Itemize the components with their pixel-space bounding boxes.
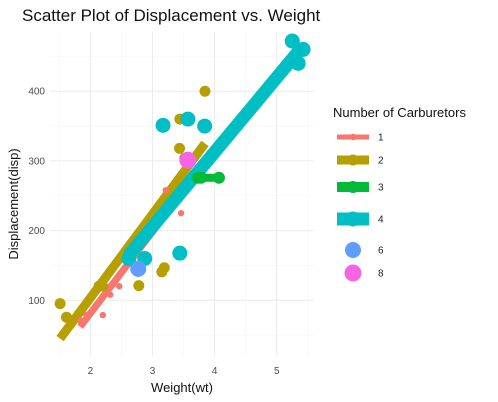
legend-key-point-1 — [349, 133, 357, 141]
x-tick-label: 4 — [212, 366, 218, 377]
y-axis-title: Displacement(disp) — [6, 148, 21, 259]
point-carb-4 — [121, 250, 137, 266]
fit-line-carb-4 — [123, 41, 309, 260]
point-carb-3 — [212, 171, 225, 184]
y-tick-label: 100 — [28, 296, 45, 307]
x-tick-label: 5 — [274, 366, 280, 377]
legend-key-point-4 — [345, 211, 361, 227]
legend-label-6: 6 — [378, 246, 384, 257]
point-carb-4 — [284, 33, 300, 49]
x-tick-label: 3 — [150, 366, 156, 377]
legend-label-3: 3 — [378, 183, 384, 194]
point-carb-2 — [156, 266, 168, 278]
point-carb-1 — [107, 291, 114, 298]
fit-lines — [56, 41, 309, 342]
point-carb-4 — [290, 55, 306, 71]
x-axis-title: Weight(wt) — [151, 380, 213, 395]
data-points — [54, 33, 311, 324]
point-carb-8 — [179, 151, 197, 169]
point-carb-4 — [197, 118, 213, 134]
point-carb-1 — [76, 317, 84, 324]
y-tick-label: 200 — [28, 226, 45, 237]
y-tick-label: 300 — [28, 156, 45, 167]
legend-key-point-6 — [345, 242, 361, 258]
legend-label-2: 2 — [378, 156, 384, 167]
legend-key-point-2 — [347, 154, 359, 166]
point-carb-2 — [133, 280, 145, 292]
point-carb-1 — [177, 209, 185, 217]
tick-labels: 2 3 4 5 100 200 300 400 — [28, 87, 280, 377]
point-carb-1 — [162, 186, 170, 194]
legend-label-8: 8 — [378, 269, 384, 280]
point-carb-2 — [54, 298, 66, 310]
y-tick-label: 400 — [28, 87, 45, 98]
point-carb-1 — [99, 311, 107, 319]
point-carb-4 — [180, 111, 196, 127]
legend: Number of Carburetors 1 2 3 4 6 8 — [333, 105, 466, 282]
legend-key-point-3 — [347, 181, 359, 193]
point-carb-3 — [194, 171, 207, 184]
point-carb-6 — [130, 260, 147, 277]
point-carb-2 — [60, 311, 72, 323]
point-carb-1 — [83, 311, 90, 319]
point-carb-4 — [155, 117, 171, 133]
point-carb-2 — [199, 85, 211, 97]
point-carb-1 — [116, 283, 123, 290]
legend-label-1: 1 — [378, 133, 384, 144]
legend-title: Number of Carburetors — [333, 105, 466, 120]
legend-key-point-8 — [344, 264, 362, 282]
legend-label-4: 4 — [378, 215, 384, 226]
point-carb-2 — [174, 142, 186, 154]
point-carb-2 — [97, 280, 109, 292]
chart-title: Scatter Plot of Displacement vs. Weight — [22, 6, 321, 25]
point-carb-4 — [172, 245, 188, 261]
point-carb-4 — [295, 41, 311, 57]
x-tick-label: 2 — [88, 366, 94, 377]
